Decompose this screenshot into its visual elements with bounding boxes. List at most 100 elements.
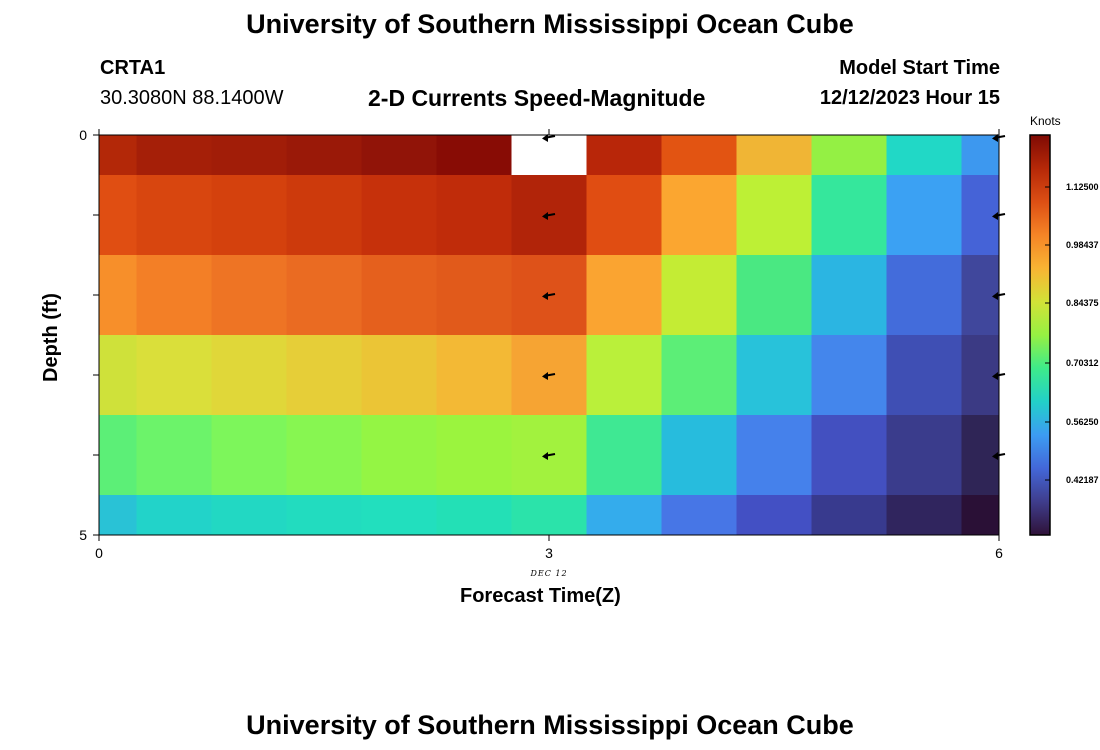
heatmap-cell [436,495,512,536]
heatmap-cell [99,135,137,176]
heatmap-cell [886,135,962,176]
heatmap-cell [361,495,437,536]
model-start-time: 12/12/2023 Hour 15 [819,87,1000,109]
x-tick-label: 6 [995,545,1003,561]
station-coordinates: 30.3080N 88.1400W [100,87,284,109]
heatmap-cell [736,335,812,416]
heatmap-cell [961,255,1000,336]
chart-title: 2-D Currents Speed-Magnitude [368,85,706,111]
heatmap-cell [436,175,512,256]
heatmap-cell [586,335,662,416]
station-id: CRTA1 [100,57,166,79]
heatmap-cell [286,335,362,416]
heatmap-cell [736,495,812,536]
heatmap-cell [961,415,1000,496]
heatmap-cell [736,255,812,336]
heatmap-cell [811,175,887,256]
heatmap-cell [361,255,437,336]
heatmap-cell [286,255,362,336]
heatmap-cell [961,175,1000,256]
heatmap-cell [211,255,287,336]
heatmap-cell [136,495,212,536]
heatmap-cell [736,135,812,176]
heatmap-cell [436,135,512,176]
heatmap-cell [961,135,1000,176]
heatmap-cell [661,175,737,256]
current-vector-arrow [542,212,556,220]
current-vector-arrow [992,212,1006,220]
x-axis-label: Forecast Time(Z) [460,585,621,607]
current-vector-arrow [542,372,556,380]
heatmap-cell [511,495,587,536]
heatmap-cell [886,495,962,536]
heatmap-cell [211,175,287,256]
bottom-page-title: University of Southern Mississippi Ocean… [246,710,854,740]
colorbar-label: 0.56250 [1066,417,1099,427]
heatmap-cell [361,175,437,256]
heatmap-cell [661,135,737,176]
heatmap-cell [136,175,212,256]
heatmap-cell [586,415,662,496]
heatmap-cell [286,175,362,256]
current-vector-arrow [992,292,1006,300]
heatmap-cell [286,415,362,496]
colorbar-label: 0.70312 [1066,358,1099,368]
heatmap-cell [286,495,362,536]
heatmap-cell [586,135,662,176]
current-vector-arrow [992,372,1006,380]
heatmap-cell [586,175,662,256]
heatmap-cell [511,135,587,176]
heatmap-cell [811,415,887,496]
heatmap-cell [99,255,137,336]
model-start-label: Model Start Time [839,57,1000,79]
heatmap-cell [136,415,212,496]
heatmap-cell [886,415,962,496]
heatmap-cell [136,135,212,176]
current-vector-arrow [992,134,1006,142]
colorbar [1029,134,1051,536]
heatmap-cell [961,495,1000,536]
heatmap-cell [886,175,962,256]
heatmap-cell [886,335,962,416]
heatmap-cell [136,255,212,336]
heatmap-cell [99,495,137,536]
y-axis-label: Depth (ft) [40,293,62,382]
page-title: University of Southern Mississippi Ocean… [246,9,854,39]
colorbar-title: Knots [1030,114,1061,128]
heatmap-cell [661,255,737,336]
heatmap-cell [811,495,887,536]
heatmap-cell [361,335,437,416]
heatmap-cell [736,415,812,496]
heatmap-cell [211,335,287,416]
heatmap-cell [961,335,1000,416]
colorbar-label: 0.42187 [1066,475,1099,485]
current-vector-arrow [992,452,1006,460]
y-tick-label: 0 [79,127,87,143]
current-vector-arrow [542,452,556,460]
heatmap-cell [361,415,437,496]
y-tick-label: 5 [79,527,87,543]
heatmap-cell [661,495,737,536]
colorbar-label: 0.84375 [1066,298,1099,308]
heatmap-cell [211,495,287,536]
heatmap-cell [436,255,512,336]
heatmap-cell [586,495,662,536]
heatmap-cell [211,415,287,496]
x-tick-label: 0 [95,545,103,561]
heatmap-cell [811,335,887,416]
current-vector-arrow [542,292,556,300]
heatmap-cell [99,175,137,256]
colorbar-label: 0.98437 [1066,240,1099,250]
heatmap-cell [661,415,737,496]
heatmap-cell [436,335,512,416]
heatmap-cell [286,135,362,176]
heatmap-cell [886,255,962,336]
colorbar-label: 1.12500 [1066,182,1099,192]
heatmap-cell [361,135,437,176]
heatmap-cell [811,255,887,336]
heatmap-cell [436,415,512,496]
heatmap-cell [136,335,212,416]
heatmap-cell [211,135,287,176]
heatmap-cell [661,335,737,416]
heatmap-cell [99,415,137,496]
